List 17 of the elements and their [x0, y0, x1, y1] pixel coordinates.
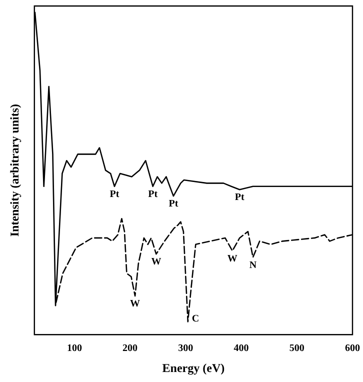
- x-tick-label: 200: [122, 343, 138, 354]
- annotation: W: [151, 256, 162, 268]
- annotation: N: [249, 260, 258, 271]
- x-tick-label: 300: [178, 343, 194, 354]
- y-axis-title: Intensity (arbitrary units): [7, 104, 22, 237]
- annotation: Pt: [110, 188, 120, 200]
- annotation: Pt: [148, 188, 158, 200]
- x-tick-label: 400: [234, 343, 249, 354]
- annotation: W: [227, 253, 238, 264]
- annotation: Pt: [234, 192, 245, 204]
- annotation: C: [192, 313, 200, 324]
- annotation: Pt: [168, 198, 179, 210]
- annotation: W: [130, 298, 140, 310]
- x-tick-label: 600: [345, 343, 360, 354]
- x-tick-label: 500: [289, 343, 304, 354]
- x-tick-label: 100: [66, 343, 82, 354]
- x-axis-title: Energy (eV): [162, 360, 225, 375]
